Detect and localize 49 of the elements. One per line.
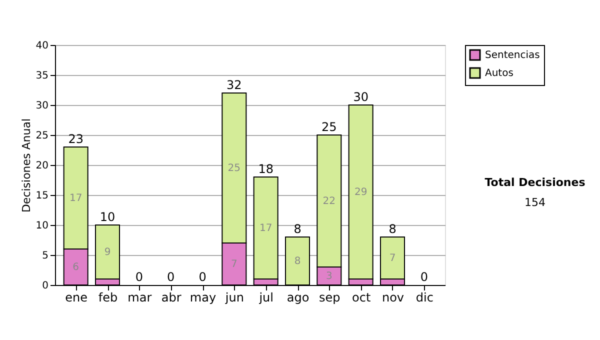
data-label: 8 xyxy=(294,256,301,267)
x-tick-label: feb xyxy=(98,290,118,304)
y-tick-label: 35 xyxy=(36,70,48,82)
total-label: 30 xyxy=(353,90,368,104)
data-label: 3 xyxy=(326,271,332,282)
x-tick-label: ago xyxy=(286,290,310,304)
x-tick-label: may xyxy=(190,290,216,304)
x-tick-label: dic xyxy=(416,290,434,304)
data-label: 7 xyxy=(389,253,396,264)
y-tick-label: 20 xyxy=(36,160,48,172)
x-tick-label: nov xyxy=(382,290,404,304)
x-tick-label: jul xyxy=(258,290,274,304)
y-tick-label: 40 xyxy=(36,40,48,52)
total-label: 23 xyxy=(68,132,84,146)
y-tick-label: 15 xyxy=(36,190,48,202)
data-label: 17 xyxy=(69,193,82,204)
legend-label: Autos xyxy=(485,68,514,79)
total-label: 32 xyxy=(226,78,242,92)
x-tick-label: oct xyxy=(352,290,371,304)
total-label: 25 xyxy=(322,120,337,134)
y-tick-label: 25 xyxy=(36,130,48,142)
total-label: 0 xyxy=(135,270,143,284)
data-label: 29 xyxy=(354,187,368,198)
text: 154 xyxy=(524,196,546,209)
y-tick-label: 10 xyxy=(36,220,48,232)
total-label: 8 xyxy=(294,222,302,236)
data-label: 25 xyxy=(228,163,241,174)
y-tick-label: 5 xyxy=(42,250,48,262)
data-label: 7 xyxy=(230,259,238,270)
total-label: 0 xyxy=(198,270,206,284)
total-label: 0 xyxy=(420,270,428,284)
x-tick-label: ene xyxy=(65,290,88,304)
legend-label: Sentencias xyxy=(485,50,540,61)
data-label: 6 xyxy=(72,262,80,273)
total-label: 0 xyxy=(167,270,175,284)
x-tick-label: mar xyxy=(128,290,152,304)
data-label: 9 xyxy=(104,247,111,258)
y-axis-title: Decisiones Anual xyxy=(20,118,33,213)
data-label: 22 xyxy=(322,196,336,207)
data-label: 17 xyxy=(259,223,272,234)
total-label: 8 xyxy=(388,222,396,236)
text: Total Decisiones xyxy=(484,176,586,189)
y-tick-label: 0 xyxy=(42,280,48,292)
total-label: 18 xyxy=(258,162,274,176)
x-tick-label: sep xyxy=(319,290,340,304)
total-label: 10 xyxy=(100,210,116,224)
y-tick-label: 30 xyxy=(36,100,48,112)
x-tick-label: jun xyxy=(224,290,244,304)
x-tick-label: abr xyxy=(161,290,182,304)
